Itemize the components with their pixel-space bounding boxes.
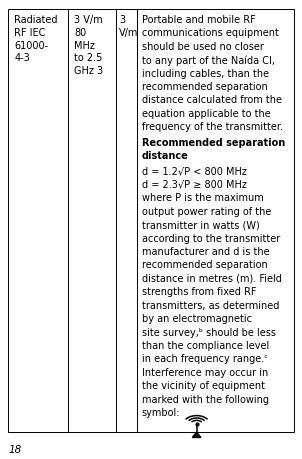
Text: 18: 18 — [8, 444, 22, 454]
Text: site survey,ᵇ should be less: site survey,ᵇ should be less — [142, 327, 276, 337]
Text: than the compliance level: than the compliance level — [142, 340, 269, 350]
Text: where ​P​ is the maximum: where ​P​ is the maximum — [142, 193, 263, 203]
Text: 3
V/m: 3 V/m — [119, 15, 139, 38]
Text: to any part of the Naída CI,: to any part of the Naída CI, — [142, 55, 275, 66]
Text: symbol:: symbol: — [142, 407, 180, 417]
Text: Portable and mobile RF: Portable and mobile RF — [142, 15, 255, 25]
Polygon shape — [192, 432, 201, 437]
Text: the vicinity of equipment: the vicinity of equipment — [142, 381, 265, 390]
Text: distance: distance — [142, 151, 188, 161]
Text: recommended separation: recommended separation — [142, 260, 267, 270]
Text: Recommended separation: Recommended separation — [142, 137, 285, 147]
Text: Interference may occur in: Interference may occur in — [142, 367, 268, 377]
Text: strengths from fixed RF: strengths from fixed RF — [142, 287, 256, 297]
Text: including cables, than the: including cables, than the — [142, 68, 269, 78]
Text: distance calculated from the: distance calculated from the — [142, 95, 281, 105]
Text: transmitters, as determined: transmitters, as determined — [142, 300, 279, 310]
Text: frequency of the transmitter.: frequency of the transmitter. — [142, 122, 283, 132]
Text: by an electromagnetic: by an electromagnetic — [142, 313, 252, 324]
Text: according to the transmitter: according to the transmitter — [142, 233, 280, 243]
Text: output power rating of the: output power rating of the — [142, 207, 271, 216]
Text: recommended separation: recommended separation — [142, 82, 267, 92]
Text: Radiated
RF IEC
61000-
4-3: Radiated RF IEC 61000- 4-3 — [14, 15, 58, 63]
Text: communications equipment: communications equipment — [142, 28, 278, 38]
Text: should be used no closer: should be used no closer — [142, 42, 263, 52]
Text: marked with the following: marked with the following — [142, 394, 268, 404]
Text: d = 2.3√P ≥ 800 MHz: d = 2.3√P ≥ 800 MHz — [142, 179, 246, 190]
Text: manufacturer and ​d​ is the: manufacturer and ​d​ is the — [142, 246, 269, 257]
Text: distance in metres (m). Field: distance in metres (m). Field — [142, 273, 281, 283]
Text: 3 V/m
80
MHz
to 2.5
GHz 3: 3 V/m 80 MHz to 2.5 GHz 3 — [74, 15, 103, 76]
Text: in each frequency range.ᶜ: in each frequency range.ᶜ — [142, 353, 268, 364]
Text: equation applicable to the: equation applicable to the — [142, 109, 270, 118]
Text: d = 1.2√P < 800 MHz: d = 1.2√P < 800 MHz — [142, 166, 246, 176]
Text: transmitter in watts (W): transmitter in watts (W) — [142, 220, 259, 230]
